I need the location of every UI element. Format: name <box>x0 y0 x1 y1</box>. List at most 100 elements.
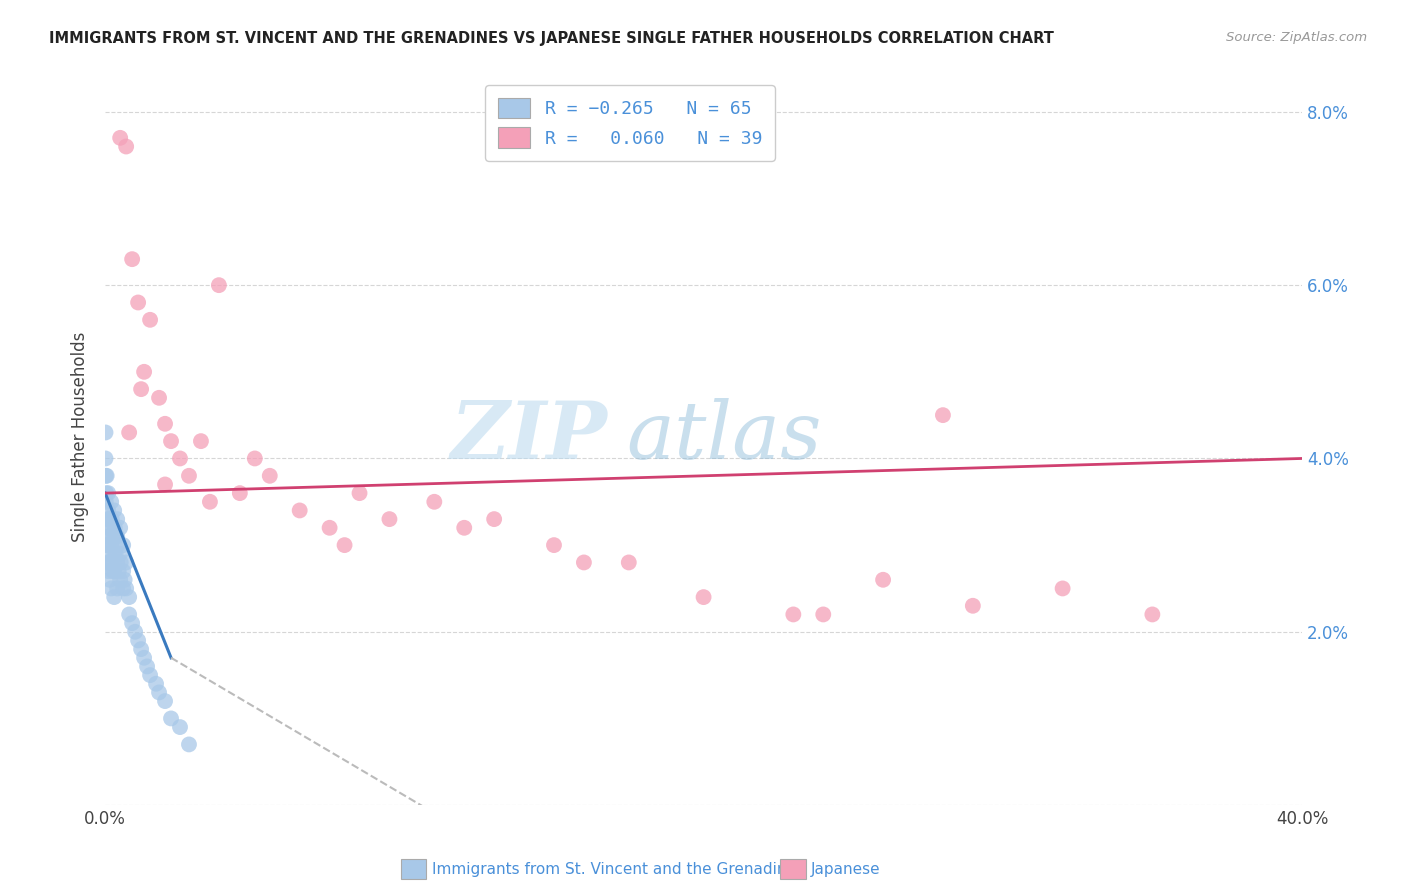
Point <box>98 573 121 587</box>
Point <box>108 573 131 587</box>
Point <box>145 677 167 691</box>
Point <box>105 512 128 526</box>
Point <box>160 711 183 725</box>
Point <box>101 512 124 526</box>
Point <box>103 503 125 517</box>
Point <box>94 495 117 509</box>
Point <box>100 538 122 552</box>
Point <box>115 556 138 570</box>
Point <box>103 529 125 543</box>
Point <box>169 451 191 466</box>
Point <box>139 313 162 327</box>
Point <box>259 468 281 483</box>
Point <box>118 425 141 440</box>
Point <box>118 607 141 622</box>
Legend: R = −0.265   N = 65, R =   0.060   N = 39: R = −0.265 N = 65, R = 0.060 N = 39 <box>485 85 775 161</box>
Point <box>813 607 835 622</box>
Point <box>962 599 984 613</box>
Point <box>572 556 595 570</box>
Point <box>104 521 127 535</box>
Point <box>107 564 129 578</box>
Point <box>118 590 141 604</box>
Point <box>543 538 565 552</box>
Point <box>153 694 176 708</box>
Point <box>349 486 371 500</box>
Point <box>423 495 446 509</box>
Point <box>136 659 159 673</box>
Point <box>98 547 121 561</box>
Point <box>112 582 135 596</box>
Point <box>100 521 122 535</box>
Point <box>124 624 146 639</box>
Point <box>318 521 340 535</box>
Point <box>105 556 128 570</box>
Point <box>97 503 120 517</box>
Point <box>169 720 191 734</box>
Point <box>97 486 120 500</box>
Point <box>100 582 122 596</box>
Text: Source: ZipAtlas.com: Source: ZipAtlas.com <box>1226 31 1367 45</box>
Text: Immigrants from St. Vincent and the Grenadines: Immigrants from St. Vincent and the Gren… <box>432 863 804 877</box>
Point <box>103 564 125 578</box>
Point <box>97 512 120 526</box>
Point <box>110 556 132 570</box>
Point <box>94 468 117 483</box>
Point <box>115 139 138 153</box>
Point <box>177 738 200 752</box>
Point <box>97 564 120 578</box>
Point <box>100 556 122 570</box>
Point <box>617 556 640 570</box>
Text: IMMIGRANTS FROM ST. VINCENT AND THE GRENADINES VS JAPANESE SINGLE FATHER HOUSEHO: IMMIGRANTS FROM ST. VINCENT AND THE GREN… <box>49 31 1054 46</box>
Point <box>101 529 124 543</box>
Point <box>177 468 200 483</box>
Point <box>94 451 117 466</box>
Point <box>107 538 129 552</box>
Point <box>121 616 143 631</box>
Point <box>104 547 127 561</box>
Point <box>127 295 149 310</box>
Point <box>198 495 221 509</box>
Point <box>932 408 955 422</box>
Point <box>103 547 125 561</box>
Point <box>333 538 356 552</box>
Point <box>482 512 505 526</box>
Point <box>782 607 804 622</box>
Point <box>96 556 118 570</box>
Point <box>97 529 120 543</box>
Text: atlas: atlas <box>626 398 821 475</box>
Point <box>208 278 231 293</box>
Point <box>108 131 131 145</box>
Y-axis label: Single Father Households: Single Father Households <box>72 332 89 542</box>
Point <box>132 650 155 665</box>
Point <box>108 547 131 561</box>
Point <box>114 573 136 587</box>
Point <box>100 495 122 509</box>
Point <box>153 477 176 491</box>
Point <box>96 468 118 483</box>
Point <box>148 685 170 699</box>
Point <box>101 564 124 578</box>
Point <box>108 521 131 535</box>
Point <box>94 486 117 500</box>
Point <box>243 451 266 466</box>
Point <box>148 391 170 405</box>
Point <box>1052 582 1074 596</box>
Point <box>288 503 311 517</box>
Point <box>127 633 149 648</box>
Point <box>160 434 183 449</box>
Point <box>129 642 152 657</box>
Point <box>378 512 401 526</box>
Point <box>190 434 212 449</box>
Text: Japanese: Japanese <box>811 863 882 877</box>
Point <box>129 382 152 396</box>
Point <box>103 590 125 604</box>
Point <box>112 564 135 578</box>
Point <box>105 529 128 543</box>
Point <box>97 538 120 552</box>
Point <box>229 486 252 500</box>
Point <box>112 538 135 552</box>
Point <box>132 365 155 379</box>
Point <box>692 590 714 604</box>
Point <box>105 582 128 596</box>
Point <box>139 668 162 682</box>
